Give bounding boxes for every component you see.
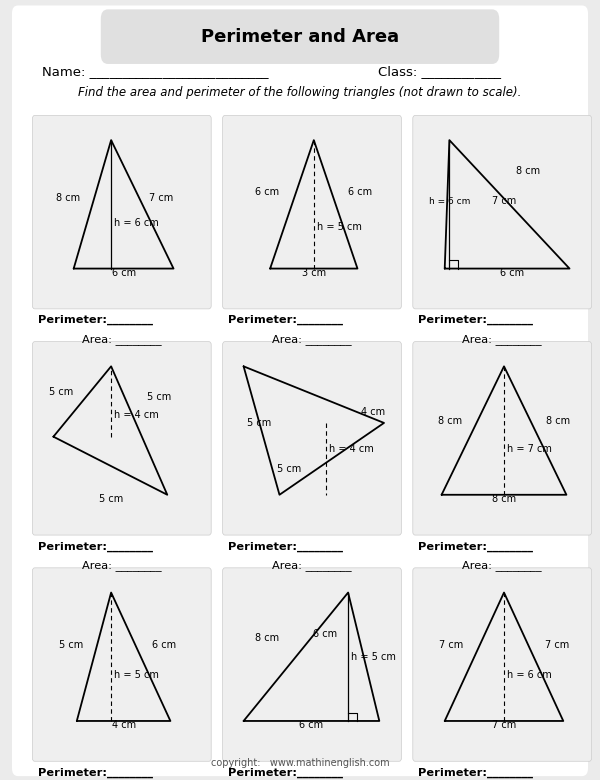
Text: h = 5 cm: h = 5 cm <box>317 222 362 232</box>
Text: h = 4 cm: h = 4 cm <box>329 444 374 454</box>
Text: 4 cm: 4 cm <box>112 720 136 730</box>
FancyBboxPatch shape <box>413 115 592 309</box>
Text: Perimeter and Area: Perimeter and Area <box>201 27 399 46</box>
FancyBboxPatch shape <box>413 568 592 761</box>
Text: Perimeter:________: Perimeter:________ <box>418 315 533 325</box>
FancyBboxPatch shape <box>32 342 211 535</box>
Text: Class: ____________: Class: ____________ <box>378 66 501 78</box>
Text: 6 cm: 6 cm <box>500 268 524 278</box>
Text: Area: ________: Area: ________ <box>82 560 161 571</box>
Text: Perimeter:________: Perimeter:________ <box>38 315 153 325</box>
Text: 7 cm: 7 cm <box>545 640 569 650</box>
Text: 5 cm: 5 cm <box>49 388 74 397</box>
Text: Perimeter:________: Perimeter:________ <box>38 541 153 551</box>
Text: h = 7 cm: h = 7 cm <box>507 444 552 454</box>
Text: Area: ________: Area: ________ <box>82 334 161 345</box>
FancyBboxPatch shape <box>223 115 401 309</box>
Text: 5 cm: 5 cm <box>277 464 301 473</box>
Text: Area: ________: Area: ________ <box>463 560 542 571</box>
Text: Area: ________: Area: ________ <box>463 334 542 345</box>
Text: Perimeter:________: Perimeter:________ <box>228 541 343 551</box>
Text: Perimeter:________: Perimeter:________ <box>228 315 343 325</box>
Text: 5 cm: 5 cm <box>247 418 271 428</box>
Text: Find the area and perimeter of the following triangles (not drawn to scale).: Find the area and perimeter of the follo… <box>79 86 521 98</box>
FancyBboxPatch shape <box>32 568 211 761</box>
Text: 8 cm: 8 cm <box>517 165 541 176</box>
Text: 7 cm: 7 cm <box>491 197 516 206</box>
Text: h = 6 cm: h = 6 cm <box>507 670 552 680</box>
FancyBboxPatch shape <box>32 115 211 309</box>
Text: 5 cm: 5 cm <box>59 640 83 650</box>
Text: Name: ___________________________: Name: ___________________________ <box>42 66 269 78</box>
Text: h = 4 cm: h = 4 cm <box>114 410 159 420</box>
Text: Perimeter:________: Perimeter:________ <box>418 541 533 551</box>
Text: copyright:   www.mathinenglish.com: copyright: www.mathinenglish.com <box>211 758 389 768</box>
Text: 3 cm: 3 cm <box>302 268 326 278</box>
FancyBboxPatch shape <box>223 342 401 535</box>
FancyBboxPatch shape <box>413 342 592 535</box>
Text: 6 cm: 6 cm <box>348 187 372 197</box>
Text: Perimeter:________: Perimeter:________ <box>228 768 343 778</box>
Text: h = 5 cm: h = 5 cm <box>114 670 159 680</box>
Text: Area: ________: Area: ________ <box>272 334 352 345</box>
Text: 7 cm: 7 cm <box>492 720 516 730</box>
Text: 8 cm: 8 cm <box>492 494 516 504</box>
Text: 4 cm: 4 cm <box>361 407 385 417</box>
Text: 6 cm: 6 cm <box>256 187 280 197</box>
Text: h = 6 cm: h = 6 cm <box>429 197 470 206</box>
Text: 8 cm: 8 cm <box>438 417 462 427</box>
Text: 8 cm: 8 cm <box>256 633 280 643</box>
Text: 7 cm: 7 cm <box>149 193 173 204</box>
FancyBboxPatch shape <box>12 5 588 776</box>
Text: h = 5 cm: h = 5 cm <box>351 652 396 661</box>
Text: 5 cm: 5 cm <box>99 494 123 504</box>
Text: 6 cm: 6 cm <box>299 720 323 730</box>
Text: 6 cm: 6 cm <box>313 629 337 639</box>
Text: Perimeter:________: Perimeter:________ <box>418 768 533 778</box>
FancyBboxPatch shape <box>101 9 499 64</box>
Text: 7 cm: 7 cm <box>439 640 463 650</box>
Text: 8 cm: 8 cm <box>546 417 570 427</box>
Text: 8 cm: 8 cm <box>56 193 80 204</box>
Text: Area: ________: Area: ________ <box>272 560 352 571</box>
FancyBboxPatch shape <box>223 568 401 761</box>
Text: h = 6 cm: h = 6 cm <box>114 218 159 228</box>
Text: Perimeter:________: Perimeter:________ <box>38 768 153 778</box>
Text: 6 cm: 6 cm <box>112 268 136 278</box>
Text: 6 cm: 6 cm <box>152 640 176 650</box>
Text: 5 cm: 5 cm <box>147 392 171 402</box>
